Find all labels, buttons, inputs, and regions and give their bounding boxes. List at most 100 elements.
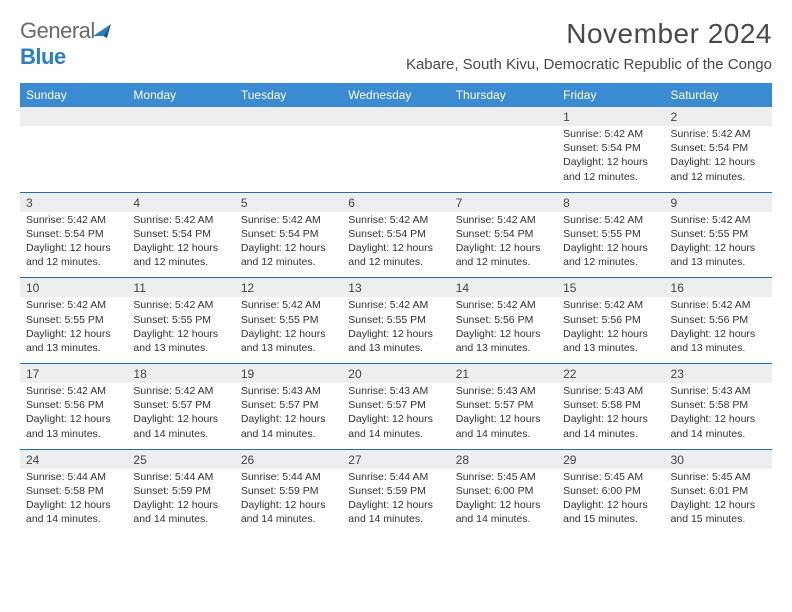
day-cell: Sunrise: 5:42 AMSunset: 5:55 PMDaylight:… [342, 297, 449, 363]
dow-cell: Saturday [665, 83, 772, 107]
daynum-row: 17181920212223 [20, 364, 772, 384]
data-row: Sunrise: 5:42 AMSunset: 5:56 PMDaylight:… [20, 383, 772, 449]
dow-cell: Monday [127, 83, 234, 107]
day-empty [235, 126, 342, 192]
daynum-cell: 27 [342, 449, 449, 469]
day-cell: Sunrise: 5:42 AMSunset: 5:55 PMDaylight:… [665, 212, 772, 278]
daynum-row: 3456789 [20, 192, 772, 212]
day-cell: Sunrise: 5:42 AMSunset: 5:56 PMDaylight:… [665, 297, 772, 363]
day-cell: Sunrise: 5:42 AMSunset: 5:57 PMDaylight:… [127, 383, 234, 449]
logo-text-block: General Blue [20, 18, 113, 70]
day-cell: Sunrise: 5:42 AMSunset: 5:54 PMDaylight:… [235, 212, 342, 278]
daynum-cell: 14 [450, 278, 557, 298]
daynum-cell: 15 [557, 278, 664, 298]
calendar: SundayMondayTuesdayWednesdayThursdayFrid… [20, 83, 772, 535]
title-block: November 2024 Kabare, South Kivu, Democr… [406, 18, 772, 73]
location: Kabare, South Kivu, Democratic Republic … [406, 56, 772, 73]
daynum-cell: 20 [342, 364, 449, 384]
daynum-empty [450, 107, 557, 126]
day-cell: Sunrise: 5:42 AMSunset: 5:54 PMDaylight:… [557, 126, 664, 192]
logo: General Blue [20, 18, 113, 70]
daynum-cell: 6 [342, 192, 449, 212]
day-cell: Sunrise: 5:44 AMSunset: 5:59 PMDaylight:… [235, 469, 342, 535]
daynum-cell: 5 [235, 192, 342, 212]
daynum-cell: 12 [235, 278, 342, 298]
daynum-cell: 25 [127, 449, 234, 469]
daynum-cell: 22 [557, 364, 664, 384]
day-cell: Sunrise: 5:42 AMSunset: 5:55 PMDaylight:… [235, 297, 342, 363]
dow-cell: Friday [557, 83, 664, 107]
day-empty [450, 126, 557, 192]
calendar-body: SundayMondayTuesdayWednesdayThursdayFrid… [20, 83, 772, 535]
daynum-row: 10111213141516 [20, 278, 772, 298]
day-empty [20, 126, 127, 192]
daynum-cell: 29 [557, 449, 664, 469]
day-cell: Sunrise: 5:44 AMSunset: 5:59 PMDaylight:… [127, 469, 234, 535]
dow-cell: Sunday [20, 83, 127, 107]
daynum-cell: 9 [665, 192, 772, 212]
logo-blue: Blue [20, 44, 66, 69]
day-cell: Sunrise: 5:42 AMSunset: 5:55 PMDaylight:… [557, 212, 664, 278]
day-empty [127, 126, 234, 192]
dow-cell: Tuesday [235, 83, 342, 107]
day-cell: Sunrise: 5:45 AMSunset: 6:00 PMDaylight:… [557, 469, 664, 535]
data-row: Sunrise: 5:42 AMSunset: 5:54 PMDaylight:… [20, 212, 772, 278]
day-empty [342, 126, 449, 192]
data-row: Sunrise: 5:42 AMSunset: 5:55 PMDaylight:… [20, 297, 772, 363]
daynum-row: 12 [20, 107, 772, 126]
daynum-cell: 13 [342, 278, 449, 298]
day-cell: Sunrise: 5:42 AMSunset: 5:54 PMDaylight:… [20, 212, 127, 278]
dow-cell: Wednesday [342, 83, 449, 107]
day-cell: Sunrise: 5:43 AMSunset: 5:58 PMDaylight:… [665, 383, 772, 449]
daynum-empty [20, 107, 127, 126]
day-cell: Sunrise: 5:43 AMSunset: 5:57 PMDaylight:… [342, 383, 449, 449]
daynum-cell: 2 [665, 107, 772, 126]
data-row: Sunrise: 5:44 AMSunset: 5:58 PMDaylight:… [20, 469, 772, 535]
daynum-cell: 26 [235, 449, 342, 469]
daynum-cell: 17 [20, 364, 127, 384]
daynum-cell: 1 [557, 107, 664, 126]
day-cell: Sunrise: 5:42 AMSunset: 5:54 PMDaylight:… [127, 212, 234, 278]
day-cell: Sunrise: 5:44 AMSunset: 5:58 PMDaylight:… [20, 469, 127, 535]
daynum-row: 24252627282930 [20, 449, 772, 469]
day-cell: Sunrise: 5:42 AMSunset: 5:54 PMDaylight:… [342, 212, 449, 278]
day-cell: Sunrise: 5:45 AMSunset: 6:00 PMDaylight:… [450, 469, 557, 535]
day-cell: Sunrise: 5:42 AMSunset: 5:56 PMDaylight:… [557, 297, 664, 363]
paper-plane-icon [93, 24, 113, 38]
daynum-empty [127, 107, 234, 126]
daynum-cell: 8 [557, 192, 664, 212]
daynum-empty [342, 107, 449, 126]
day-cell: Sunrise: 5:42 AMSunset: 5:56 PMDaylight:… [450, 297, 557, 363]
daynum-cell: 19 [235, 364, 342, 384]
logo-general: General [20, 18, 95, 43]
day-cell: Sunrise: 5:42 AMSunset: 5:56 PMDaylight:… [20, 383, 127, 449]
day-cell: Sunrise: 5:42 AMSunset: 5:55 PMDaylight:… [20, 297, 127, 363]
header: General Blue November 2024 Kabare, South… [20, 18, 772, 73]
day-cell: Sunrise: 5:42 AMSunset: 5:54 PMDaylight:… [450, 212, 557, 278]
dow-row: SundayMondayTuesdayWednesdayThursdayFrid… [20, 83, 772, 107]
daynum-cell: 30 [665, 449, 772, 469]
day-cell: Sunrise: 5:42 AMSunset: 5:54 PMDaylight:… [665, 126, 772, 192]
day-cell: Sunrise: 5:43 AMSunset: 5:58 PMDaylight:… [557, 383, 664, 449]
daynum-cell: 24 [20, 449, 127, 469]
day-cell: Sunrise: 5:43 AMSunset: 5:57 PMDaylight:… [235, 383, 342, 449]
daynum-cell: 7 [450, 192, 557, 212]
daynum-cell: 18 [127, 364, 234, 384]
daynum-cell: 28 [450, 449, 557, 469]
daynum-empty [235, 107, 342, 126]
data-row: Sunrise: 5:42 AMSunset: 5:54 PMDaylight:… [20, 126, 772, 192]
day-cell: Sunrise: 5:45 AMSunset: 6:01 PMDaylight:… [665, 469, 772, 535]
daynum-cell: 10 [20, 278, 127, 298]
daynum-cell: 23 [665, 364, 772, 384]
daynum-cell: 11 [127, 278, 234, 298]
day-cell: Sunrise: 5:44 AMSunset: 5:59 PMDaylight:… [342, 469, 449, 535]
daynum-cell: 4 [127, 192, 234, 212]
page: General Blue November 2024 Kabare, South… [0, 0, 792, 535]
day-cell: Sunrise: 5:42 AMSunset: 5:55 PMDaylight:… [127, 297, 234, 363]
daynum-cell: 21 [450, 364, 557, 384]
dow-cell: Thursday [450, 83, 557, 107]
day-cell: Sunrise: 5:43 AMSunset: 5:57 PMDaylight:… [450, 383, 557, 449]
daynum-cell: 3 [20, 192, 127, 212]
page-title: November 2024 [406, 18, 772, 50]
daynum-cell: 16 [665, 278, 772, 298]
